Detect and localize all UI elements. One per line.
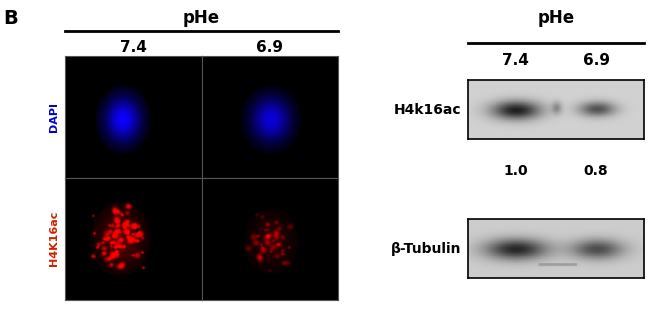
- Text: pHe: pHe: [183, 9, 220, 27]
- Text: 7.4: 7.4: [502, 53, 529, 68]
- Text: 6.9: 6.9: [582, 53, 610, 68]
- Text: 6.9: 6.9: [256, 40, 283, 55]
- Text: B: B: [3, 9, 18, 28]
- Text: 0.8: 0.8: [584, 164, 608, 178]
- Text: DAPI: DAPI: [49, 102, 58, 132]
- Text: 7.4: 7.4: [120, 40, 147, 55]
- Text: H4K16ac: H4K16ac: [49, 211, 58, 266]
- Text: β-Tubulin: β-Tubulin: [391, 242, 462, 256]
- Text: H4k16ac: H4k16ac: [394, 103, 462, 117]
- Text: pHe: pHe: [537, 9, 575, 27]
- Text: 1.0: 1.0: [503, 164, 528, 178]
